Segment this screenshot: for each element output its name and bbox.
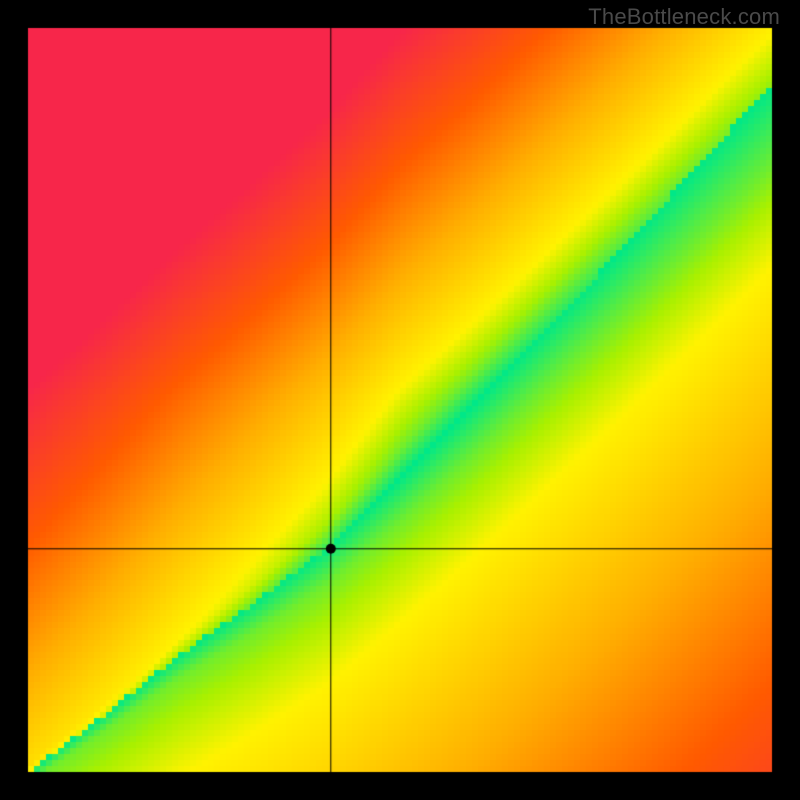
watermark-text: TheBottleneck.com <box>588 4 780 30</box>
chart-container: TheBottleneck.com <box>0 0 800 800</box>
bottleneck-heatmap <box>0 0 800 800</box>
